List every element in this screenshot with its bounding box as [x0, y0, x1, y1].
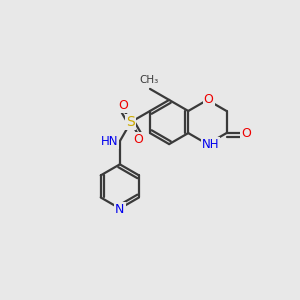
Text: NH: NH [202, 138, 219, 151]
Text: S: S [127, 115, 135, 129]
Text: HN: HN [101, 135, 119, 148]
Text: CH₃: CH₃ [139, 75, 158, 85]
Text: O: O [134, 133, 143, 146]
Text: O: O [118, 99, 128, 112]
Text: O: O [204, 93, 214, 106]
Text: O: O [241, 127, 251, 140]
Text: N: N [115, 203, 124, 216]
